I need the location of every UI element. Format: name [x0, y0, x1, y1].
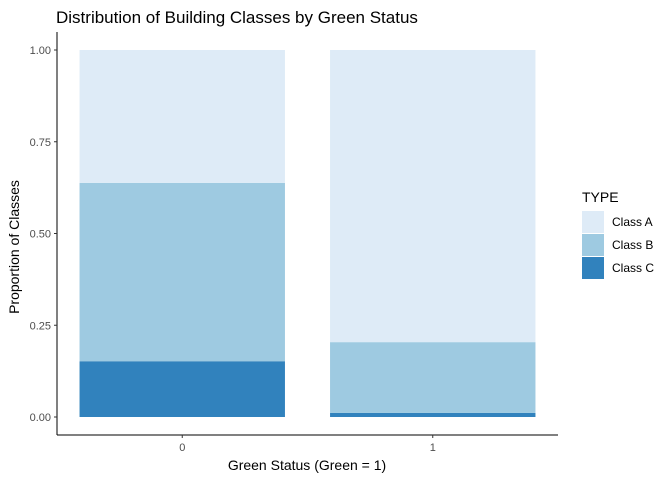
y-tick-label: 1.00 [30, 45, 51, 57]
bar-0-class-c [79, 361, 285, 417]
legend: Class A Class B Class C [582, 211, 654, 279]
bar-1-class-c [330, 412, 536, 417]
legend-key-class-a [582, 211, 604, 233]
bar-0-class-a [79, 50, 285, 183]
x-axis-title: Green Status (Green = 1) [228, 457, 386, 473]
legend-key-class-b [582, 234, 604, 256]
y-axis-title: Proportion of Classes [6, 180, 22, 314]
legend-label: Class A [612, 215, 653, 229]
x-tick-label: 1 [430, 442, 436, 454]
x-tick-label: 0 [179, 442, 185, 454]
y-tick-label: 0.25 [30, 320, 51, 332]
y-tick-label: 0.75 [30, 137, 51, 149]
bar-1-class-a [330, 50, 536, 343]
chart-title: Distribution of Building Classes by Gree… [56, 8, 418, 27]
bar-1-class-b [330, 342, 536, 413]
plot-area: 0.00 0.25 0.50 0.75 1.00 0 1 [30, 32, 558, 454]
legend-key-class-c [582, 257, 604, 279]
y-tick-label: 0.00 [30, 412, 51, 424]
bar-0-class-b [79, 182, 285, 362]
legend-label: Class B [612, 238, 653, 252]
legend-label: Class C [612, 261, 654, 275]
y-tick-label: 0.50 [30, 229, 51, 241]
legend-title: TYPE [582, 189, 619, 205]
